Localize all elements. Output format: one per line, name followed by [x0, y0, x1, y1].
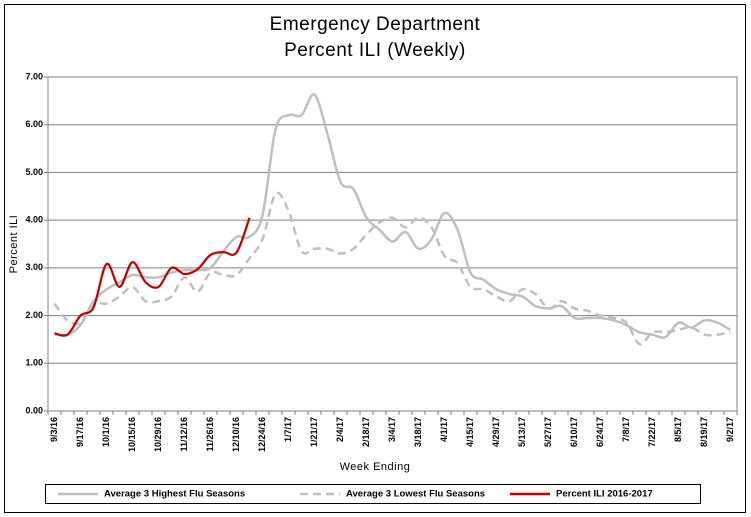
x-tick-label: 4/1/17	[439, 417, 449, 442]
x-tick-label: 7/22/17	[647, 417, 657, 447]
x-tick-label: 4/29/17	[491, 417, 501, 447]
x-tick-label: 12/10/16	[231, 417, 241, 452]
series-line	[53, 191, 731, 346]
y-tick-label: 3.00	[25, 262, 43, 272]
x-tick-label: 6/10/17	[569, 417, 579, 447]
y-tick-label: 1.00	[25, 358, 43, 368]
x-tick-label: 9/3/16	[49, 417, 59, 442]
series-line	[54, 93, 732, 339]
x-tick-label: 3/4/17	[387, 417, 397, 442]
x-tick-label: 10/1/16	[101, 417, 111, 447]
y-tick-label: 7.00	[25, 71, 43, 81]
legend-label: Average 3 Lowest Flu Seasons	[346, 489, 485, 500]
y-axis-label: Percent ILI	[8, 215, 20, 274]
x-tick-label: 7/8/17	[621, 417, 631, 442]
y-tick-label: 0.00	[25, 405, 43, 415]
x-tick-label: 2/18/17	[361, 417, 371, 447]
chart-title: Emergency Department	[270, 14, 481, 35]
grid: 0.00 1.00 2.00 3.00 4.00 5.00 6.00 7.00 9/3/16 9/…	[25, 71, 738, 452]
x-tick-label: 11/26/16	[205, 417, 215, 452]
series-line	[54, 217, 251, 337]
legend-box	[45, 484, 701, 504]
x-tick-label: 8/19/17	[699, 417, 709, 447]
x-tick-label: 1/21/17	[309, 417, 319, 447]
legend-label: Average 3 Highest Flu Seasons	[104, 489, 245, 500]
plot-area	[47, 76, 738, 412]
x-tick-label: 2/4/17	[335, 417, 345, 442]
x-tick-label: 4/15/17	[465, 417, 475, 447]
x-tick-label: 9/17/16	[75, 417, 85, 447]
x-tick-label: 9/2/17	[725, 417, 735, 442]
x-axis-label: Week Ending	[340, 461, 411, 473]
y-tick-label: 2.00	[25, 310, 43, 320]
x-tick-label: 10/29/16	[153, 417, 163, 452]
legend: Average 3 Highest Flu Seasons Average 3 L…	[45, 484, 701, 504]
x-tick-label: 5/27/17	[543, 417, 553, 447]
legend-label: Percent ILI 2016-2017	[556, 489, 653, 500]
x-tick-label: 3/18/17	[413, 417, 423, 447]
y-tick-label: 4.00	[25, 215, 43, 225]
chart-subtitle: Percent ILI (Weekly)	[284, 40, 466, 61]
x-tick-label: 1/7/17	[283, 417, 293, 442]
x-tick-label: 6/24/17	[595, 417, 605, 447]
x-tick-label: 12/24/16	[257, 417, 267, 452]
x-tick-label: 8/5/17	[673, 417, 683, 442]
y-tick-label: 6.00	[25, 119, 43, 129]
plot-lines	[53, 93, 732, 346]
x-tick-label: 5/13/17	[517, 417, 527, 447]
x-tick-label: 11/12/16	[179, 417, 189, 452]
x-tick-label: 10/15/16	[127, 417, 137, 452]
y-tick-label: 5.00	[25, 167, 43, 177]
